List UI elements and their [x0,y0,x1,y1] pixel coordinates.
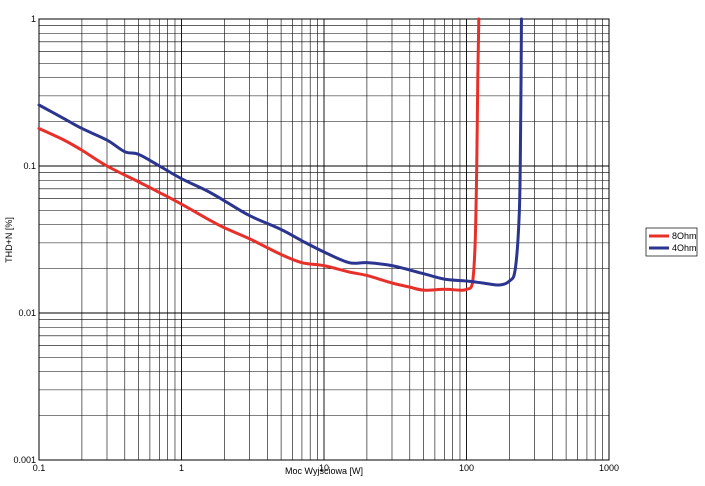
legend: 8Ohm 4Ohm [645,227,698,257]
x-tick-label: 1 [179,463,184,473]
y-tick-label: 0.1 [23,161,36,171]
legend-label-4ohm: 4Ohm [672,243,697,253]
series-lines [37,17,523,292]
x-tick-label: 0.1 [33,463,46,473]
legend-label-8ohm: 8Ohm [672,231,697,241]
x-tick-labels: 0.1 1 10 100 1000 [33,463,619,473]
x-tick-label: 100 [459,463,474,473]
x-axis-label: Moc Wyjściowa [W] [285,466,363,476]
x-tick-label: 1000 [599,463,619,473]
x-tick-label: 10 [319,463,329,473]
y-axis-label: THD+N [%] [4,217,14,263]
y-tick-label: 0.01 [18,308,36,318]
y-tick-label: 1 [31,14,36,24]
grid [39,19,609,460]
series-line-4ohm [37,17,523,287]
plot-frame [38,18,610,461]
legend-box [645,227,698,257]
y-tick-label: 0.001 [13,455,36,465]
y-tick-labels: 1 0.1 0.01 0.001 [13,14,36,465]
